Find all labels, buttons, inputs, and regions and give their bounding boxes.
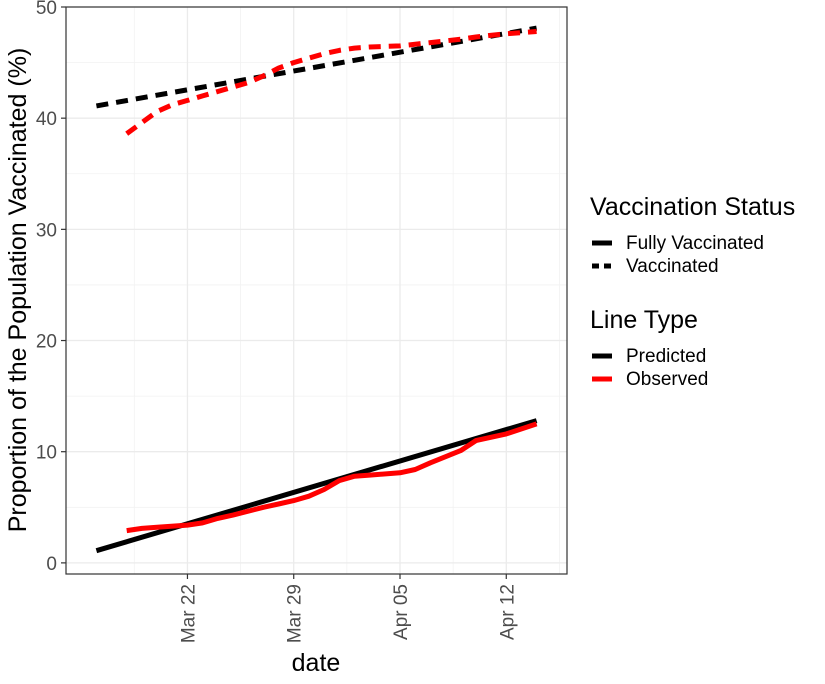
legend-title-line-type: Line Type (590, 306, 698, 334)
major-gridlines (66, 6, 567, 574)
legend-label-fully-vaccinated: Fully Vaccinated (626, 233, 764, 254)
y-tick-label: 0 (46, 554, 57, 575)
plot-panel (66, 7, 567, 574)
x-axis-title: date (292, 649, 341, 677)
x-tick-label: Apr 12 (497, 584, 518, 640)
series-line-predicted-fully-vaccinated (95, 418, 538, 554)
legend: Vaccination Status Fully Vaccinated Vacc… (590, 193, 795, 390)
y-tick-label: 30 (36, 220, 57, 241)
y-tick-label: 50 (36, 0, 57, 19)
legend-label-observed: Observed (626, 369, 708, 390)
series-line-observed-fully-vaccinated (126, 421, 538, 534)
plot-border (65, 6, 568, 575)
y-tick-label: 40 (36, 109, 57, 130)
y-axis-title: Proportion of the Population Vaccinated … (4, 48, 32, 533)
series-line-observed-vaccinated (125, 29, 537, 136)
legend-title-status: Vaccination Status (590, 193, 795, 221)
x-tick-label: Mar 22 (178, 584, 199, 643)
y-axis: 0 10 20 30 40 50 (36, 0, 66, 575)
x-tick-label: Mar 29 (285, 584, 306, 643)
minor-gridlines (66, 7, 567, 574)
series-lines (95, 25, 538, 554)
x-tick-label: Apr 05 (391, 584, 412, 640)
legend-label-predicted: Predicted (626, 346, 706, 367)
y-tick-label: 20 (36, 332, 57, 353)
x-axis: Mar 22 Mar 29 Apr 05 Apr 12 (178, 574, 518, 643)
legend-label-vaccinated: Vaccinated (626, 256, 719, 277)
series-line-predicted-vaccinated (95, 25, 538, 109)
y-tick-label: 10 (36, 443, 57, 464)
